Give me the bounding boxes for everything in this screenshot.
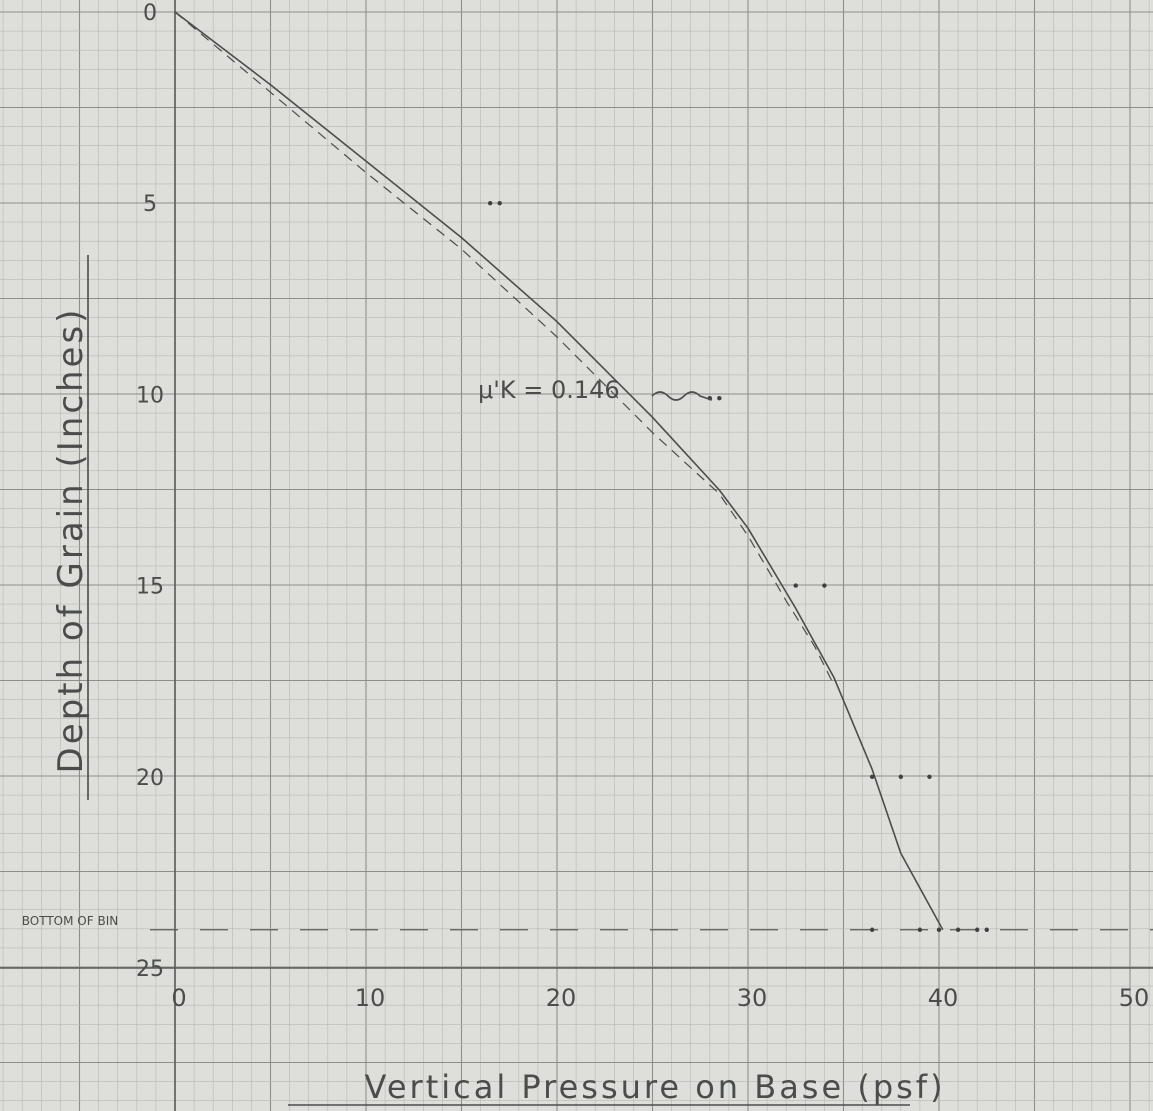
data-point [975, 927, 980, 932]
data-point [917, 927, 923, 932]
data-point [927, 774, 932, 779]
data-point [869, 927, 875, 932]
solid-curve [174, 11, 944, 931]
annotation-arrow [651, 391, 713, 401]
tick-labels: 0 10 20 30 40 50 0 5 10 15 20 25 [136, 1, 1149, 1012]
bottom-of-bin-label: BOTTOM OF BIN [22, 914, 118, 928]
series-group [174, 11, 989, 932]
data-point [717, 396, 722, 401]
y-tick-label: 5 [143, 192, 157, 217]
y-axis-label: Depth of Grain (Inches) [51, 307, 91, 774]
y-tick-label: 20 [136, 766, 164, 791]
x-tick-label: 10 [355, 984, 386, 1012]
y-tick-label: 25 [136, 957, 164, 982]
data-point [869, 774, 875, 779]
data-point [898, 774, 903, 779]
x-tick-label: 50 [1119, 984, 1150, 1012]
data-point [487, 201, 493, 206]
data-point [955, 927, 961, 932]
y-tick-label: 15 [136, 575, 164, 600]
x-tick-label: 0 [171, 984, 186, 1012]
dashed-curve [174, 11, 835, 686]
data-point [822, 583, 827, 588]
x-tick-label: 40 [928, 984, 959, 1012]
y-tick-label: 10 [136, 383, 164, 408]
data-point [497, 201, 502, 206]
x-tick-label: 20 [546, 984, 577, 1012]
y-tick-label: 0 [143, 1, 157, 26]
data-point [984, 927, 989, 932]
x-axis-label: Vertical Pressure on Base (psf) [364, 1068, 945, 1106]
data-point [793, 583, 798, 588]
data-point [936, 927, 942, 932]
x-tick-label: 30 [737, 984, 768, 1012]
mu-k-annotation: μ'K = 0.146 [478, 376, 620, 404]
